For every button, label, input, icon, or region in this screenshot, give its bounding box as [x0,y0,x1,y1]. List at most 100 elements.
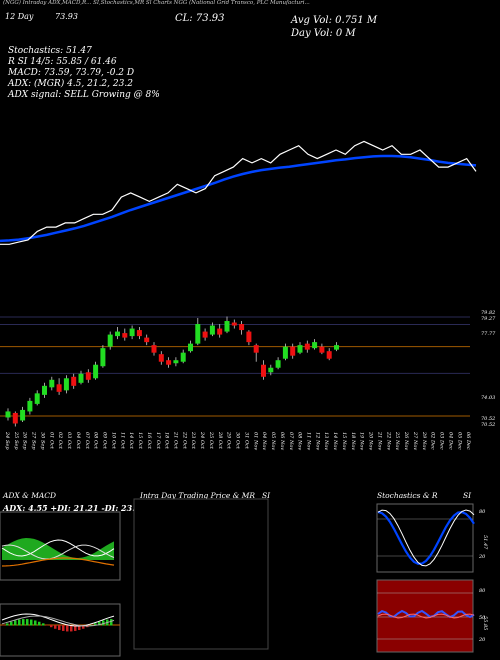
candle-body [107,334,113,347]
candle-body [49,379,55,388]
candle-body [209,325,215,335]
adx-readout: ADX: (MGR) 4.5, 21.2, 23.2 [8,79,133,89]
intraday-si: SI [262,491,271,500]
candle-body [63,378,69,391]
date-tick-label: 07 Nov [288,432,294,450]
date-tick-label: 25 Nov [394,431,400,450]
macd-histogram-bar [66,625,69,632]
candle-body [304,343,310,350]
ticker-day: 12 Day [5,12,34,21]
rsi-tick-label: 50 [479,615,486,621]
candle-body [334,345,339,350]
candle-body [312,342,318,349]
candle-body [5,411,11,418]
candle-body [180,352,186,362]
macd-histogram-bar [74,625,77,631]
date-tick-label: 21 Oct [172,431,178,450]
macd-histogram-bar [102,620,105,626]
date-tick-label: 25 Oct [208,431,214,450]
rsi-tick-label: 20 [478,637,486,643]
date-tick-label: 08 Nov [297,432,303,450]
candle-body [173,360,179,364]
macd-histogram-bar [38,621,41,626]
rsi-side-value: 55.85 [482,616,488,630]
day-vol-label: Day Vol: 0 M [291,28,356,39]
date-tick-label: 13 Nov [323,432,329,450]
candle-body [115,331,120,337]
date-tick-label: 02 Dec [430,432,436,450]
date-tick-label: 19 Nov [359,432,365,450]
adx-signal-readout: ADX signal: SELL Growing @ 8% [8,90,160,100]
adx-values: ADX: 4.55 +DI: 21.21 -DI: 23.23 [3,503,147,513]
date-tick-label: 27 Sep [31,431,37,450]
date-tick-label: 24 Sep [4,431,10,450]
macd-histogram-bar [34,620,37,626]
macd-histogram-bar [94,623,97,626]
candle-body [282,346,288,359]
macd-histogram-bar [26,619,29,626]
date-tick-label: 01 Nov [252,432,258,450]
date-tick-label: 26 Sep [22,431,28,450]
date-tick-label: 18 Oct [164,432,170,450]
date-tick-label: 30 Sep [39,432,45,450]
date-tick-label: 04 Nov [261,432,267,450]
date-tick-label: 06 Nov [279,432,285,450]
ema-line [0,154,477,243]
date-tick-label: 02 Oct [57,432,63,450]
date-tick-label: 20 Nov [368,431,374,450]
date-tick-label: 08 Oct [93,432,99,450]
stochastics-readout: Stochastics: 51.47 [8,46,92,56]
date-tick-label: 14 Oct [128,432,134,450]
candle-body [100,348,106,367]
macd-histogram-bar [58,625,61,631]
candle-body [56,384,62,392]
price-axis-label: 77.77 [481,331,496,337]
macd-histogram-bar [82,625,85,629]
date-tick-label: 26 Nov [403,431,409,450]
date-tick-label: 27 Nov [412,431,418,450]
avg-vol-label: Avg Vol: 0.751 M [291,15,378,26]
ticker-day-value: 73.93 [55,12,78,21]
date-tick-label: 01 Oct [48,432,54,450]
date-tick-label: 09 Oct [102,432,108,450]
candle-body [136,330,142,337]
candle-body [12,412,18,424]
date-tick-label: 04 Dec [447,432,453,450]
close-label: CL: 73.93 [175,13,225,24]
date-tick-label: 12 Nov [314,432,320,450]
candle-body [42,385,47,395]
candle-body [261,364,266,377]
minus-di-line [1,544,115,560]
macd-readout: MACD: 73.59, 73.79, -0.2 D [8,68,135,78]
candle-body [202,331,208,338]
candle-body [239,324,245,331]
macd-histogram-bar [14,620,17,626]
candle-body [20,409,26,421]
macd-histogram-bar [54,625,57,629]
date-tick-label: 17 Oct [155,432,161,450]
date-tick-label: 28 Oct [217,431,223,450]
price-axis-label: 70.52 [481,422,495,428]
candle-body [268,367,274,373]
candle-body [246,331,252,343]
price-axis-label: 70.52 [481,416,495,422]
candle-body [319,346,325,353]
top-strip: (NGG) Intraday ADX,MACD,R... SI,Stochast… [3,0,310,6]
candle-body [34,393,40,404]
date-tick-label: 03 Dec [439,432,445,450]
candle-body [93,364,99,379]
date-tick-label: 29 Nov [421,431,427,450]
macd-histogram-bar [62,625,65,631]
date-tick-label: 24 Oct [199,431,205,450]
macd-histogram-bar [10,621,13,626]
price-axis-label: 79.82 [481,310,495,316]
candle-body [188,343,193,352]
candle-body [326,351,332,359]
rsi-smooth-line [377,613,475,619]
stoch-d-line [377,510,475,565]
date-tick-label: 22 Nov [385,431,391,450]
adx-macd-title: ADX & MACD [3,491,57,500]
candle-body [195,324,201,344]
macd-histogram-bar [90,624,93,626]
